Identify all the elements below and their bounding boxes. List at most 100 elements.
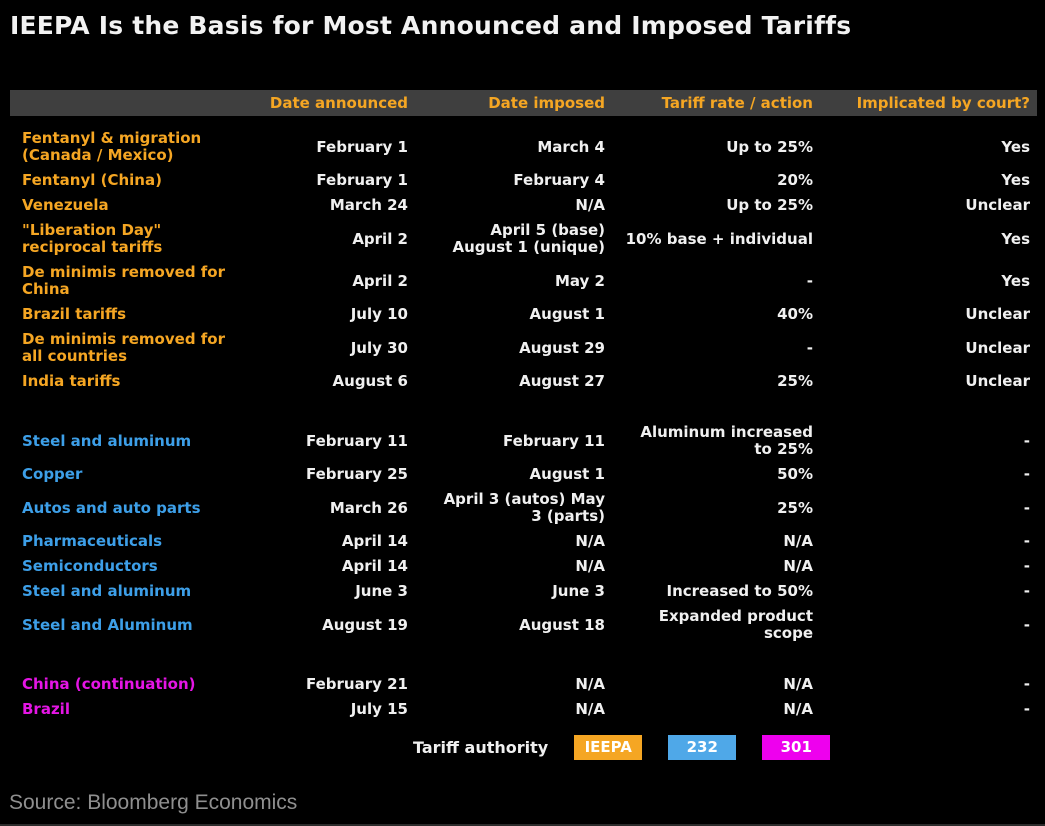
cell-implicated: - [1023, 498, 1030, 517]
cell-date-announced: July 30 [350, 338, 408, 357]
row-label: Steel and Aluminum [22, 615, 193, 634]
row-label: Fentanyl & migration (Canada / Mexico) [22, 129, 202, 164]
cell-implicated: Yes [1001, 271, 1030, 290]
cell-tariff-rate: 10% base + individual [625, 229, 813, 248]
row-label: Copper [22, 465, 83, 483]
cell-date-imposed: N/A [575, 675, 605, 693]
cell-date-imposed: August 29 [519, 338, 605, 357]
cell-tariff-rate: Up to 25% [726, 196, 813, 214]
table-row: "Liberation Day" reciprocal tariffs Apri… [10, 218, 1037, 260]
cell-date-announced: June 3 [355, 582, 408, 600]
row-label: Pharmaceuticals [22, 532, 163, 550]
cell-date-imposed: August 18 [519, 615, 605, 634]
cell-date-announced: February 1 [316, 137, 408, 156]
table-row: India tariffs August 6 August 27 25% Unc… [10, 369, 1037, 394]
cell-tariff-rate: Up to 25% [726, 137, 813, 156]
cell-date-imposed: August 1 [529, 305, 605, 323]
source-credit: Source: Bloomberg Economics [9, 791, 298, 814]
cell-tariff-rate: N/A [783, 675, 813, 693]
table-row: De minimis removed for China April 2 May… [10, 260, 1037, 302]
cell-date-announced: February 1 [316, 171, 408, 189]
cell-implicated: Yes [1001, 171, 1030, 189]
row-label: Steel and aluminum [22, 431, 192, 450]
cell-tariff-rate: 20% [777, 171, 813, 189]
table-row: Brazil July 15 N/A N/A - [10, 697, 1037, 722]
cell-implicated: - [1023, 532, 1030, 550]
cell-implicated: Unclear [965, 372, 1030, 390]
cell-date-imposed: N/A [575, 196, 605, 214]
cell-tariff-rate: 50% [777, 465, 813, 483]
group-232: Steel and aluminum February 11 February … [10, 420, 1037, 646]
legend-swatch-232: 232 [668, 735, 737, 760]
header-implicated: Implicated by court? [856, 94, 1030, 112]
row-label: Venezuela [22, 196, 109, 214]
cell-date-announced: February 21 [305, 675, 408, 693]
group-ieepa: Fentanyl & migration (Canada / Mexico) F… [10, 126, 1037, 394]
row-label: "Liberation Day" reciprocal tariffs [22, 221, 163, 256]
cell-tariff-rate: - [806, 338, 813, 357]
row-label: Brazil tariffs [22, 305, 127, 323]
table-row: Venezuela March 24 N/A Up to 25% Unclear [10, 193, 1037, 218]
row-label: India tariffs [22, 372, 121, 390]
table-row: Steel and aluminum June 3 June 3 Increas… [10, 579, 1037, 604]
cell-implicated: Yes [1001, 137, 1030, 156]
cell-date-announced: July 10 [350, 305, 408, 323]
row-label: Steel and aluminum [22, 582, 192, 600]
row-label: Brazil [22, 700, 70, 718]
cell-date-imposed: April 5 (base) August 1 (unique) [452, 221, 605, 256]
cell-date-announced: August 6 [332, 372, 408, 390]
cell-date-announced: April 14 [341, 532, 408, 550]
cell-date-announced: March 24 [329, 196, 408, 214]
cell-implicated: Unclear [965, 338, 1030, 357]
cell-date-imposed: February 4 [513, 171, 605, 189]
cell-tariff-rate: N/A [783, 532, 813, 550]
cell-implicated: - [1023, 557, 1030, 575]
cell-tariff-rate: Increased to 50% [666, 582, 813, 600]
header-date-imposed: Date imposed [488, 94, 605, 112]
table-row: Steel and Aluminum August 19 August 18 E… [10, 604, 1037, 646]
table-row: Brazil tariffs July 10 August 1 40% Uncl… [10, 302, 1037, 327]
legend-label: Tariff authority [413, 738, 549, 757]
bottom-divider [0, 824, 1045, 826]
cell-date-imposed: N/A [575, 532, 605, 550]
row-label: De minimis removed for China [22, 263, 226, 298]
cell-implicated: - [1023, 431, 1030, 450]
cell-tariff-rate: Expanded product scope [658, 607, 813, 642]
row-label: Semiconductors [22, 557, 158, 575]
row-label: China (continuation) [22, 675, 196, 693]
cell-implicated: - [1023, 465, 1030, 483]
cell-date-announced: July 15 [350, 700, 408, 718]
group-301: China (continuation) February 21 N/A N/A… [10, 672, 1037, 722]
cell-tariff-rate: 25% [777, 498, 813, 517]
cell-implicated: - [1023, 582, 1030, 600]
cell-date-announced: April 2 [352, 229, 408, 248]
cell-date-imposed: August 1 [529, 465, 605, 483]
table-row: Autos and auto parts March 26 April 3 (a… [10, 487, 1037, 529]
cell-implicated: - [1023, 700, 1030, 718]
table-row: Semiconductors April 14 N/A N/A - [10, 554, 1037, 579]
cell-date-announced: March 26 [329, 498, 408, 517]
cell-date-imposed: May 2 [554, 271, 605, 290]
table-row: Copper February 25 August 1 50% - [10, 462, 1037, 487]
table-row: Steel and aluminum February 11 February … [10, 420, 1037, 462]
legend: Tariff authority IEEPA 232 301 [413, 735, 831, 760]
row-label: Fentanyl (China) [22, 171, 162, 189]
cell-implicated: Unclear [965, 305, 1030, 323]
page-title: IEEPA Is the Basis for Most Announced an… [10, 11, 852, 40]
legend-swatch-301: 301 [762, 735, 831, 760]
row-label: Autos and auto parts [22, 498, 201, 517]
cell-tariff-rate: 25% [777, 372, 813, 390]
header-tariff-rate: Tariff rate / action [661, 94, 813, 112]
cell-date-announced: February 25 [305, 465, 408, 483]
table-row: Pharmaceuticals April 14 N/A N/A - [10, 529, 1037, 554]
cell-implicated: - [1023, 675, 1030, 693]
row-label: De minimis removed for all countries [22, 330, 226, 365]
cell-date-imposed: June 3 [552, 582, 605, 600]
cell-date-imposed: April 3 (autos) May 3 (parts) [443, 490, 605, 525]
cell-date-announced: April 2 [352, 271, 408, 290]
cell-implicated: Unclear [965, 196, 1030, 214]
cell-tariff-rate: N/A [783, 557, 813, 575]
cell-tariff-rate: N/A [783, 700, 813, 718]
cell-date-announced: April 14 [341, 557, 408, 575]
